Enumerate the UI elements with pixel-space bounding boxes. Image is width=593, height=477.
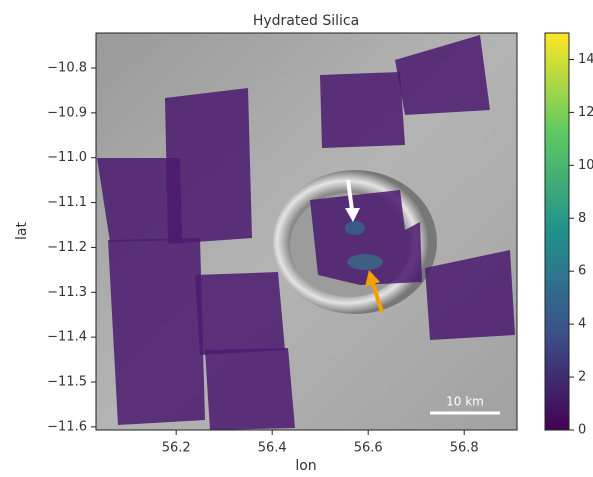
x-axis-label: lon — [295, 458, 316, 474]
colorbar-tick-label: 4 — [578, 317, 586, 332]
x-tick-label: 56.6 — [354, 441, 383, 456]
y-tick-label: −11.1 — [47, 195, 87, 210]
x-tick-label: 56.4 — [258, 441, 287, 456]
colorbar — [545, 33, 569, 430]
colorbar-tick-label: 14 — [578, 52, 593, 67]
colorbar-tick-label: 12 — [578, 105, 593, 120]
colorbar-tick-label: 2 — [578, 370, 586, 385]
y-tick-label: −11.5 — [47, 375, 87, 390]
y-tick-label: −11.4 — [47, 330, 87, 345]
colorbar-tick-label: 6 — [578, 264, 586, 279]
map-image: 10 km — [96, 33, 517, 430]
colorbar-tick-label: 8 — [578, 211, 586, 226]
y-tick-label: −11.0 — [47, 150, 87, 165]
page: 10 km Hydrated Silica lon lat 56.2 56.4 56… — [0, 0, 593, 477]
scale-bar-label: 10 km — [446, 395, 484, 409]
y-tick-label: −11.2 — [47, 240, 87, 255]
colorbar-tick-label: 10 — [578, 158, 593, 173]
y-tick-label: −10.8 — [47, 60, 87, 75]
colorbar-tick-label: 0 — [578, 423, 586, 438]
figure: 10 km Hydrated Silica lon lat 56.2 56.4 56… — [0, 0, 593, 477]
y-tick-label: −10.9 — [47, 105, 87, 120]
chart-title: Hydrated Silica — [253, 13, 359, 29]
x-tick-label: 56.8 — [450, 441, 479, 456]
y-tick-label: −11.3 — [47, 285, 87, 300]
y-tick-label: −11.6 — [47, 419, 87, 434]
y-axis-label: lat — [14, 222, 30, 240]
x-tick-label: 56.2 — [162, 441, 191, 456]
